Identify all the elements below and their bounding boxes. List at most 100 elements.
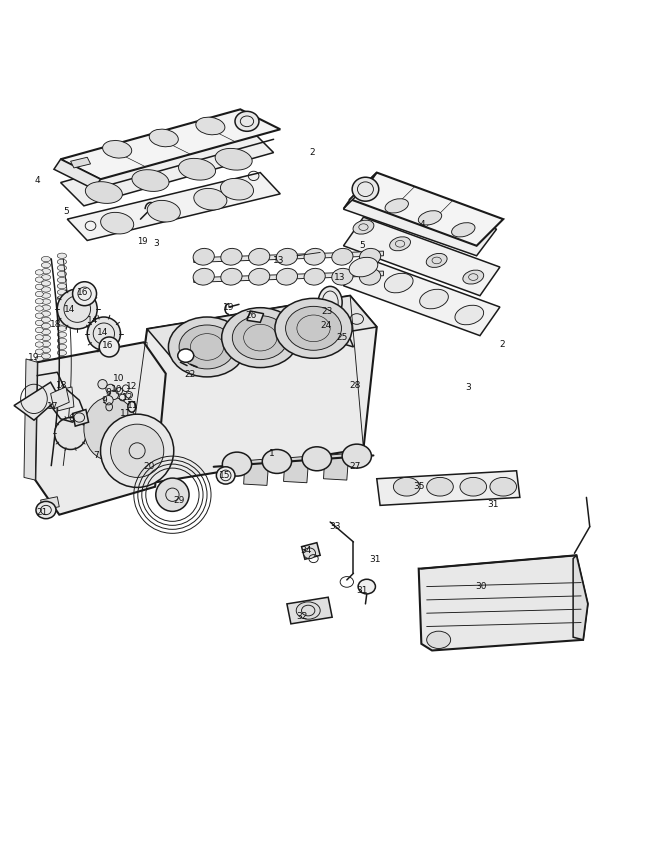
- Ellipse shape: [194, 188, 227, 210]
- Polygon shape: [71, 157, 91, 168]
- Ellipse shape: [57, 332, 67, 337]
- Ellipse shape: [57, 380, 67, 386]
- Ellipse shape: [35, 386, 43, 391]
- Ellipse shape: [179, 158, 215, 180]
- Ellipse shape: [35, 414, 43, 420]
- Ellipse shape: [318, 287, 342, 318]
- Ellipse shape: [57, 411, 67, 416]
- Polygon shape: [61, 109, 280, 180]
- Polygon shape: [344, 257, 500, 335]
- Polygon shape: [56, 387, 74, 411]
- Polygon shape: [377, 471, 520, 505]
- Ellipse shape: [57, 326, 67, 331]
- Ellipse shape: [275, 299, 352, 358]
- Ellipse shape: [41, 384, 51, 389]
- Text: 5: 5: [360, 242, 365, 250]
- Ellipse shape: [73, 282, 97, 306]
- Ellipse shape: [35, 299, 43, 304]
- Text: 31: 31: [369, 556, 380, 564]
- Ellipse shape: [385, 199, 408, 213]
- Text: 27: 27: [350, 462, 361, 471]
- Ellipse shape: [57, 308, 67, 313]
- Ellipse shape: [349, 257, 378, 277]
- Ellipse shape: [57, 253, 67, 259]
- Ellipse shape: [193, 248, 214, 266]
- Ellipse shape: [41, 390, 51, 395]
- Text: 29: 29: [173, 495, 185, 505]
- Ellipse shape: [490, 477, 516, 496]
- Polygon shape: [193, 251, 384, 262]
- Text: 33: 33: [329, 523, 342, 531]
- Ellipse shape: [84, 397, 137, 460]
- Text: 22: 22: [184, 369, 195, 379]
- Ellipse shape: [455, 306, 484, 325]
- Text: 2: 2: [309, 148, 315, 157]
- Polygon shape: [344, 173, 377, 208]
- Polygon shape: [350, 173, 503, 246]
- Ellipse shape: [35, 313, 43, 318]
- Text: 34: 34: [300, 546, 311, 555]
- Text: 13: 13: [334, 273, 346, 283]
- Ellipse shape: [57, 429, 67, 434]
- Ellipse shape: [41, 414, 51, 420]
- Polygon shape: [51, 387, 69, 408]
- Ellipse shape: [57, 374, 67, 380]
- Ellipse shape: [85, 181, 122, 203]
- Ellipse shape: [57, 301, 67, 307]
- Text: 12: 12: [122, 393, 133, 402]
- Ellipse shape: [57, 386, 67, 392]
- Ellipse shape: [41, 444, 51, 450]
- Ellipse shape: [352, 177, 379, 201]
- Ellipse shape: [41, 366, 51, 371]
- Ellipse shape: [35, 306, 43, 311]
- Polygon shape: [283, 456, 309, 483]
- Ellipse shape: [41, 341, 51, 346]
- Text: 13: 13: [273, 256, 285, 265]
- Ellipse shape: [342, 444, 372, 468]
- Ellipse shape: [101, 414, 173, 488]
- Ellipse shape: [41, 396, 51, 402]
- Text: 14: 14: [87, 317, 98, 325]
- Ellipse shape: [35, 320, 43, 326]
- Ellipse shape: [57, 271, 67, 277]
- Ellipse shape: [196, 117, 225, 134]
- Ellipse shape: [215, 148, 252, 170]
- Text: 19: 19: [28, 353, 40, 363]
- Ellipse shape: [109, 391, 119, 399]
- Text: 19: 19: [223, 303, 235, 312]
- Text: 25: 25: [336, 333, 348, 342]
- Ellipse shape: [304, 268, 325, 285]
- Ellipse shape: [41, 451, 51, 456]
- Ellipse shape: [331, 248, 353, 266]
- Ellipse shape: [35, 378, 43, 383]
- Ellipse shape: [57, 392, 67, 398]
- Ellipse shape: [41, 293, 51, 298]
- Text: 11: 11: [120, 409, 131, 418]
- Text: 1: 1: [269, 449, 275, 458]
- Ellipse shape: [41, 463, 51, 468]
- Polygon shape: [14, 382, 59, 420]
- Ellipse shape: [427, 631, 451, 648]
- Text: 8: 8: [105, 388, 111, 397]
- Ellipse shape: [101, 213, 133, 234]
- Ellipse shape: [35, 277, 43, 283]
- Ellipse shape: [57, 344, 67, 350]
- Polygon shape: [337, 334, 354, 347]
- Ellipse shape: [276, 248, 297, 266]
- Ellipse shape: [235, 111, 259, 131]
- Ellipse shape: [35, 428, 43, 434]
- Polygon shape: [323, 454, 349, 480]
- Text: 31: 31: [356, 586, 368, 595]
- Ellipse shape: [41, 329, 51, 334]
- Text: 20: 20: [143, 462, 155, 471]
- Ellipse shape: [57, 368, 67, 374]
- Ellipse shape: [57, 417, 67, 422]
- Ellipse shape: [57, 435, 67, 441]
- Text: 14: 14: [63, 306, 75, 314]
- Polygon shape: [24, 359, 37, 480]
- Ellipse shape: [41, 378, 51, 383]
- Ellipse shape: [390, 237, 410, 251]
- Ellipse shape: [57, 260, 67, 265]
- Ellipse shape: [220, 179, 253, 200]
- Text: 28: 28: [350, 381, 361, 390]
